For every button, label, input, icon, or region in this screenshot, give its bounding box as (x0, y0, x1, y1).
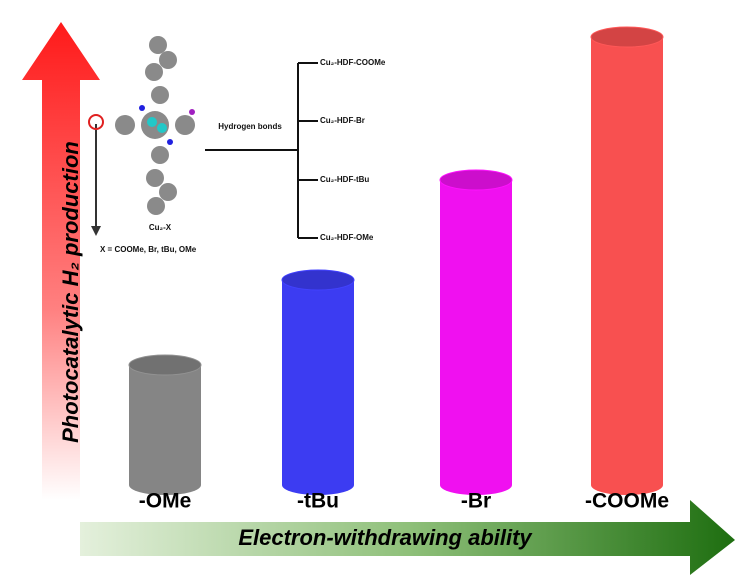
bar-top (281, 269, 355, 291)
inset-label: Cu₂-HDF-COOMe (320, 58, 386, 67)
inset-ring (88, 114, 104, 130)
inset-atom (189, 109, 195, 115)
inset-molecule (115, 36, 195, 215)
inset-label: Cu₂-X (149, 223, 172, 232)
bar (129, 365, 201, 485)
bar-top (128, 354, 202, 376)
y-arrow (22, 22, 100, 500)
x-tick-label: -COOMe (585, 490, 669, 513)
y-axis-title: Photocatalytic H₂ production (58, 141, 83, 443)
inset-arrowhead (91, 226, 101, 236)
x-arrow (80, 500, 735, 575)
bar (591, 37, 663, 485)
inset-label: X = COOMe, Br, tBu, OMe (100, 245, 197, 254)
molecule-inset: Hydrogen bonds Cu₂-HDF-COOMe Cu₂-HDF-Br … (88, 36, 386, 254)
bar-top (590, 26, 664, 48)
bar (440, 180, 512, 485)
bar-top (439, 169, 513, 191)
inset-label: Hydrogen bonds (218, 122, 282, 131)
x-tick-label: -OMe (139, 490, 192, 513)
inset-label: Cu₂-HDF-OMe (320, 233, 374, 242)
inset-atom (167, 139, 173, 145)
inset-atom (157, 123, 167, 133)
inset-atom (147, 117, 157, 127)
x-tick-label: -Br (461, 490, 491, 513)
x-tick-label: -tBu (297, 490, 339, 513)
inset-label: Cu₂-HDF-Br (320, 116, 365, 125)
inset-atom (139, 105, 145, 111)
bar (282, 280, 354, 485)
x-axis-title: Electron-withdrawing ability (238, 525, 533, 550)
inset-label: Cu₂-HDF-tBu (320, 175, 369, 184)
